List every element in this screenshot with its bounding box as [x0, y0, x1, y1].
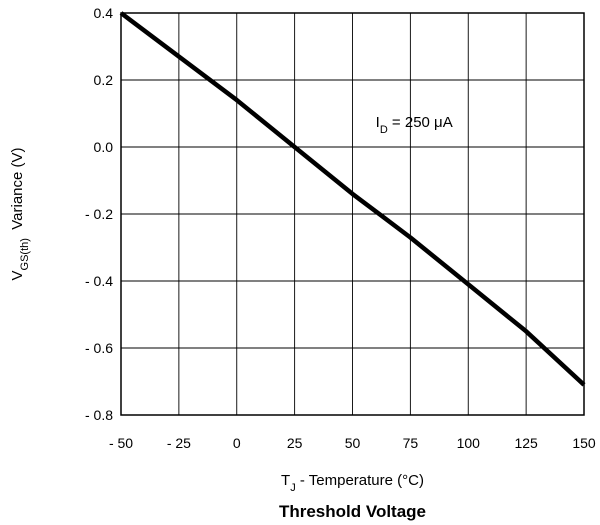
y-tick-label: 0.0 — [94, 139, 114, 155]
x-tick-label: 0 — [233, 435, 241, 451]
x-tick-label: 50 — [345, 435, 361, 451]
x-tick-label: 100 — [457, 435, 481, 451]
x-tick-label: 25 — [287, 435, 303, 451]
x-axis-label-main: T — [281, 472, 290, 489]
x-tick-label: - 50 — [109, 435, 133, 451]
y-axis-label: VGS(th) Variance (V) — [9, 147, 31, 280]
y-tick-label: 0.2 — [94, 72, 114, 88]
x-tick-label: 125 — [514, 435, 538, 451]
x-tick-label: - 25 — [167, 435, 191, 451]
y-tick-label: - 0.8 — [85, 407, 113, 423]
y-axis-label-rest: Variance (V) — [9, 147, 26, 238]
annotations: ID = 250 μA — [376, 114, 453, 136]
y-axis-label-sub: GS(th) — [19, 238, 31, 270]
x-tick-label: 75 — [403, 435, 419, 451]
x-tick-labels: - 50 - 25 0 25 50 75 100 125 150 — [109, 435, 596, 451]
x-tick-label: 150 — [572, 435, 596, 451]
annotation-rest: = 250 μA — [388, 114, 453, 131]
x-axis-label-rest: - Temperature (°C) — [296, 472, 424, 489]
y-tick-labels: 0.4 0.2 0.0 - 0.2 - 0.4 - 0.6 - 0.8 — [85, 5, 113, 423]
annotation-sub: D — [380, 124, 388, 136]
y-tick-label: 0.4 — [94, 5, 114, 21]
y-tick-label: - 0.4 — [85, 273, 113, 289]
chart-title: Threshold Voltage — [279, 502, 426, 521]
y-tick-label: - 0.2 — [85, 206, 113, 222]
annotation-label: ID = 250 μA — [376, 114, 453, 136]
grid-lines — [121, 13, 584, 415]
x-axis-label: TJ - Temperature (°C) — [281, 472, 424, 494]
y-tick-label: - 0.6 — [85, 340, 113, 356]
y-axis-label-main: V — [9, 270, 26, 280]
